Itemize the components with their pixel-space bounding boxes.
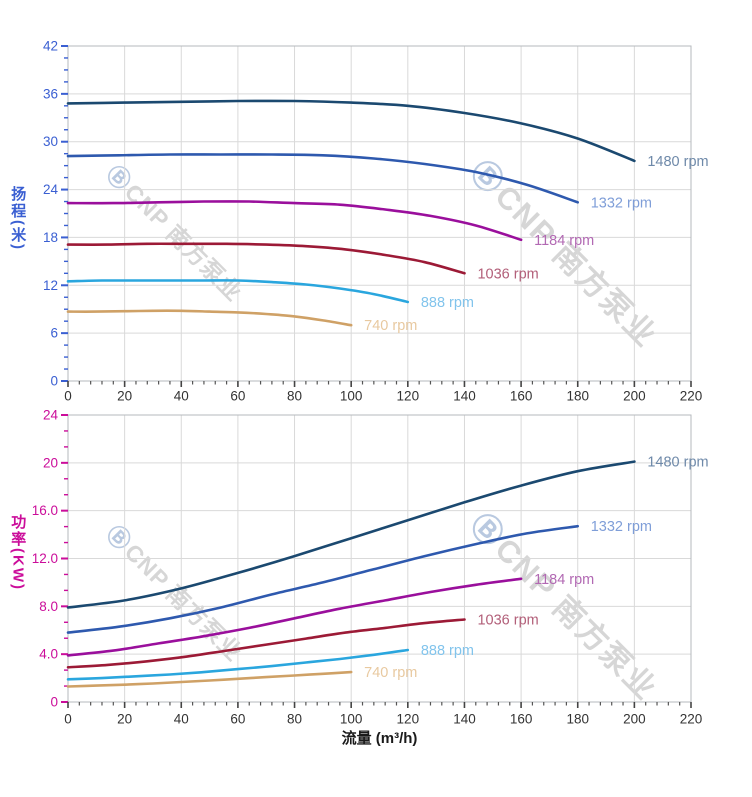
y-tick-label: 18 [43,230,58,245]
x-tick-label: 220 [680,712,703,727]
y-tick-label: 8.0 [39,599,58,614]
power-chart: 0 4.0 8.0 12.0 16.0 20 24 0 20 40 60 80 100 120 140 160… [32,408,709,727]
x-tick-label: 0 [64,712,72,727]
head-curve-1036-rpm [66,242,466,275]
head-chart: 0 6 12 18 24 30 36 42 0 20 40 60 80 100 120 140 160 180 20… [43,39,709,404]
flow-axis-title: 流量 (m³/h) [341,730,418,747]
y-tick-label: 12 [43,278,58,293]
power-label-1332-rpm: 1332 rpm [591,519,652,535]
x-tick-label: 120 [397,389,420,404]
power-curve-1184-rpm [66,577,523,657]
x-tick-label: 40 [174,712,189,727]
power-label-740-rpm: 740 rpm [364,665,417,681]
x-tick-label: 120 [397,712,420,727]
x-tick-label: 0 [64,389,72,404]
power-label-1480-rpm: 1480 rpm [647,455,708,471]
head-curve-1332-rpm [66,153,579,204]
head-label-1036-rpm: 1036 rpm [477,266,538,282]
x-tick-label: 100 [340,389,363,404]
x-tick-label: 80 [287,712,302,727]
y-tick-label: 4.0 [39,647,58,662]
x-tick-label: 60 [230,712,245,727]
y-tick-label: 24 [43,182,59,197]
x-tick-label: 20 [117,389,132,404]
y-tick-label: 42 [43,39,58,54]
head-label-1184-rpm: 1184 rpm [534,233,594,249]
head-axis-title: 扬程(米) [9,186,27,251]
head-label-888-rpm: 888 rpm [421,295,474,311]
power-label-888-rpm: 888 rpm [421,643,474,659]
x-tick-label: 160 [510,389,533,404]
x-tick-label: 180 [566,389,589,404]
power-curve-888-rpm [66,648,410,681]
x-tick-label: 200 [623,389,646,404]
y-tick-label: 6 [50,326,58,341]
power-curve-740-rpm [66,670,353,688]
x-tick-label: 20 [117,712,132,727]
y-tick-label: 0 [50,374,58,389]
power-axis-title: 功率(KW) [9,514,27,591]
head-curve-888-rpm [66,279,410,304]
y-tick-label: 30 [43,134,58,149]
x-tick-label: 60 [230,389,245,404]
y-tick-label: 16.0 [32,503,58,518]
x-tick-label: 200 [623,712,646,727]
y-tick-label: 24 [43,408,59,423]
y-tick-label: 0 [50,695,58,710]
power-label-1184-rpm: 1184 rpm [534,572,594,588]
x-tick-label: 220 [680,389,703,404]
x-tick-label: 140 [453,712,476,727]
head-curve-740-rpm [66,309,353,327]
x-tick-label: 80 [287,389,302,404]
head-curve-1480-rpm [66,99,636,163]
x-tick-label: 180 [566,712,589,727]
head-label-1480-rpm: 1480 rpm [647,154,708,170]
power-curve-1332-rpm [66,524,579,634]
head-label-740-rpm: 740 rpm [364,318,417,334]
x-tick-label: 40 [174,389,189,404]
power-curve-1480-rpm [66,460,636,609]
x-tick-label: 160 [510,712,533,727]
power-curve-1036-rpm [66,618,466,669]
y-tick-label: 20 [43,455,58,470]
y-tick-label: 12.0 [32,551,58,566]
y-tick-label: 36 [43,86,58,101]
head-curve-1184-rpm [66,200,523,242]
power-label-1036-rpm: 1036 rpm [477,612,538,628]
x-tick-label: 100 [340,712,363,727]
x-tick-label: 140 [453,389,476,404]
head-label-1332-rpm: 1332 rpm [591,195,652,211]
